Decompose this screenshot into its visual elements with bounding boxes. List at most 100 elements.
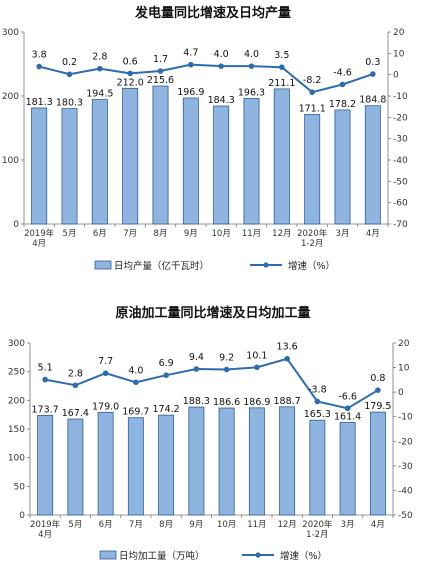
bar <box>97 411 114 516</box>
x-tick-label: 2019年 4月 <box>30 519 61 540</box>
bar-value-label: 174.2 <box>153 404 180 415</box>
growth-value-label: 0.6 <box>123 56 138 67</box>
bar <box>279 406 296 516</box>
x-tick-label-line: 1-2月 <box>306 530 328 540</box>
growth-point <box>309 89 315 95</box>
right-tick-label: 10 <box>393 49 405 59</box>
right-tick-label: -20 <box>393 113 408 123</box>
bar-value-label: 181.3 <box>26 97 53 108</box>
bar-value-label: 186.6 <box>213 397 240 408</box>
right-tick-label: -40 <box>398 486 413 496</box>
x-tick-label: 3月 <box>341 520 355 530</box>
growth-point <box>284 355 290 362</box>
x-tick-label-line: 5月 <box>63 229 77 239</box>
bar <box>188 406 205 516</box>
chart-title: 原油加工量同比增速及日均加工量 <box>115 305 310 321</box>
growth-value-label: -4.6 <box>333 67 352 78</box>
x-tick-label: 7月 <box>123 229 137 239</box>
bar-value-label: 211.1 <box>268 78 295 89</box>
growth-point <box>188 61 194 68</box>
x-tick-label-line: 2020年 <box>302 519 333 530</box>
bar-value-label: 188.7 <box>274 396 301 407</box>
x-tick-label-line: 7月 <box>129 520 143 530</box>
growth-point <box>248 63 255 69</box>
growth-point <box>218 63 224 69</box>
x-tick-label-line: 5月 <box>68 520 82 530</box>
growth-value-label: 6.9 <box>159 358 174 369</box>
bar <box>248 407 265 516</box>
bar-value-label: 161.4 <box>334 411 361 422</box>
bar <box>127 417 144 516</box>
bar <box>364 105 381 225</box>
left-tick-label: 200 <box>8 396 25 406</box>
x-tick-label: 8月 <box>154 229 168 239</box>
x-tick-label: 6月 <box>93 229 107 239</box>
x-tick-label-line: 9月 <box>189 520 203 530</box>
x-tick-label: 5月 <box>63 229 77 239</box>
x-tick-label: 4月 <box>371 520 385 530</box>
growth-point <box>193 366 200 372</box>
growth-point <box>254 364 260 371</box>
chart-title: 发电量同比增速及日均产量 <box>134 5 291 21</box>
growth-value-label: 2.8 <box>68 368 83 379</box>
growth-value-label: 0.3 <box>365 57 380 68</box>
x-tick-label: 10月 <box>217 520 236 530</box>
legend-bar-swatch <box>94 260 112 270</box>
bar-value-label: 196.9 <box>177 87 204 98</box>
x-tick-label: 2020年 1-2月 <box>297 228 328 249</box>
x-tick-label: 3月 <box>336 229 350 239</box>
x-tick-label-line: 6月 <box>99 520 113 530</box>
bar-value-label: 169.7 <box>122 407 149 418</box>
x-tick-label-line: 6月 <box>93 229 107 239</box>
right-tick-label: -60 <box>393 199 408 209</box>
x-tick-label-line: 10月 <box>212 229 231 239</box>
growth-value-label: 4.0 <box>128 365 143 376</box>
growth-value-label: 0.2 <box>62 57 77 68</box>
x-tick-label-line: 2020年 <box>297 228 328 239</box>
bar <box>243 97 260 225</box>
right-tick-label: -20 <box>398 437 413 447</box>
bar-value-label: 167.4 <box>62 408 89 419</box>
growth-value-label: 1.7 <box>153 54 168 65</box>
bar-value-label: 179.0 <box>92 401 119 412</box>
growth-point <box>72 382 79 389</box>
growth-value-label: 4.0 <box>244 49 259 60</box>
bar-value-label: 188.3 <box>183 396 210 407</box>
growth-value-label: -8.2 <box>303 75 322 86</box>
legend-line-label: 增速（%） <box>288 260 335 272</box>
left-tick-label: 0 <box>13 220 19 230</box>
left-tick-label: 100 <box>2 156 19 166</box>
left-tick-label: 300 <box>2 28 19 38</box>
x-tick-label-line: 8月 <box>154 229 168 239</box>
bar-value-label: 184.3 <box>208 95 235 106</box>
bar <box>304 114 321 225</box>
bar <box>91 99 108 225</box>
growth-point <box>279 64 285 70</box>
growth-value-label: 9.4 <box>189 352 204 363</box>
bar <box>152 85 169 225</box>
growth-value-label: 4.0 <box>214 49 229 60</box>
x-tick-label: 6月 <box>99 520 113 530</box>
growth-point <box>339 81 346 88</box>
right-tick-label: -30 <box>398 462 413 472</box>
bar <box>67 418 84 516</box>
bar <box>31 107 48 225</box>
growth-value-label: 3.5 <box>274 50 289 61</box>
bar <box>182 97 199 225</box>
x-tick-label: 11月 <box>242 229 261 239</box>
growth-line <box>44 357 379 410</box>
x-tick-label: 2020年 1-2月 <box>302 519 333 540</box>
right-tick-label: 0 <box>393 71 399 81</box>
left-tick-label: 100 <box>8 454 25 464</box>
growth-point <box>133 379 139 386</box>
x-tick-label: 2019年 4月 <box>24 228 55 249</box>
growth-value-label: 0.8 <box>370 373 385 384</box>
growth-point <box>36 63 42 70</box>
x-tick-label: 11月 <box>247 520 266 530</box>
x-tick-label-line: 2019年 <box>30 519 61 530</box>
legend-bar-label: 日均产量（亿千瓦时） <box>114 260 209 272</box>
right-tick-label: -10 <box>398 413 413 423</box>
x-tick-label: 4月 <box>366 229 380 239</box>
